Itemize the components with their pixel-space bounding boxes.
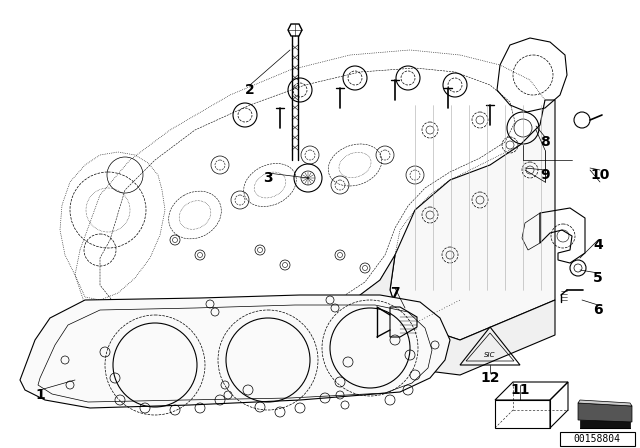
Text: 10: 10 [590, 168, 610, 182]
Text: SIC: SIC [484, 352, 496, 358]
Polygon shape [20, 295, 450, 408]
Text: 3: 3 [263, 171, 273, 185]
Text: 2: 2 [245, 83, 255, 97]
Bar [560, 432, 635, 446]
Text: 9: 9 [540, 168, 550, 182]
Text: 12: 12 [480, 371, 500, 385]
Text: 5: 5 [593, 271, 603, 285]
Polygon shape [390, 100, 555, 340]
Text: 4: 4 [593, 238, 603, 252]
Text: 00158804: 00158804 [573, 434, 621, 444]
Text: 11: 11 [510, 383, 530, 397]
Text: 1: 1 [35, 388, 45, 402]
Polygon shape [578, 403, 632, 422]
Text: 6: 6 [593, 303, 603, 317]
Polygon shape [580, 420, 630, 428]
Text: 7: 7 [390, 286, 400, 300]
Text: 8: 8 [540, 135, 550, 149]
Polygon shape [85, 255, 555, 385]
Polygon shape [578, 400, 632, 406]
